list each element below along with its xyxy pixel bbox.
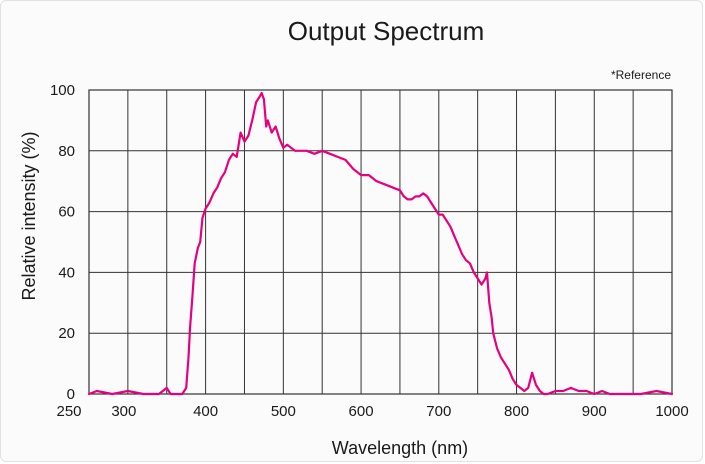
- x-tick-label-250: 250: [56, 403, 81, 420]
- y-tick-label-40: 40: [58, 264, 75, 281]
- y-tick-label-80: 80: [58, 143, 75, 160]
- x-tick-label-500: 500: [271, 403, 296, 420]
- chart-title: Output Spectrum: [288, 16, 485, 46]
- x-axis-label: Wavelength (nm): [332, 438, 468, 458]
- x-tick-label-1000: 1000: [655, 403, 688, 420]
- x-tick-label-300: 300: [111, 403, 136, 420]
- x-tick-label-700: 700: [426, 403, 451, 420]
- tick-labels: 250 300 400 500 600 700 800 900 1000 0 20 40 60 80 100: [50, 82, 689, 420]
- grid: [88, 89, 673, 395]
- series-layer: [87, 91, 674, 396]
- y-tick-label-20: 20: [58, 325, 75, 342]
- x-tick-label-900: 900: [582, 403, 607, 420]
- plot-area-border: [88, 89, 673, 395]
- reference-note: *Reference: [611, 68, 671, 82]
- y-axis-label: Relative intensity (%): [19, 131, 39, 300]
- series-line-0: [87, 91, 674, 396]
- y-tick-label-0: 0: [67, 386, 75, 403]
- y-tick-label-60: 60: [58, 204, 75, 221]
- y-tick-label-100: 100: [50, 82, 75, 99]
- x-tick-label-400: 400: [193, 403, 218, 420]
- x-tick-label-600: 600: [349, 403, 374, 420]
- x-tick-label-800: 800: [504, 403, 529, 420]
